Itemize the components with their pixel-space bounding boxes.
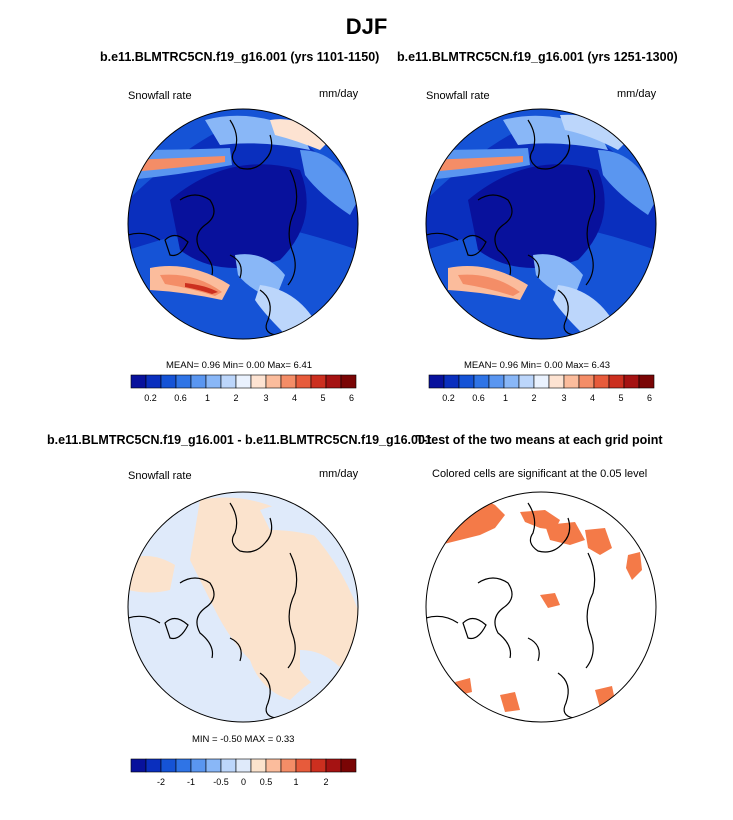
top-left-colorbar-tick-label: 3 [263, 393, 269, 403]
bottom-colorbar-tick-label: 1 [293, 777, 299, 787]
p2-left-label: Snowfall rate [426, 90, 490, 102]
p1-right-label: mm/day [319, 88, 359, 100]
map-border-1 [127, 108, 359, 340]
map-border-2 [425, 108, 657, 340]
p2-stats: MEAN= 0.96 Min= 0.00 Max= 6.43 [464, 360, 611, 371]
colorbar-swatch [145, 758, 162, 773]
colorbar-swatch [130, 758, 147, 773]
bottom-right-title: T-test of the two means at each grid poi… [416, 433, 663, 447]
colorbar-swatch [220, 374, 237, 389]
colorbar-swatch [533, 374, 550, 389]
colorbar-swatch [235, 374, 252, 389]
top-right-colorbar-tick-label: 5 [618, 393, 624, 403]
p4-left-label: Colored cells are significant at the 0.0… [432, 468, 648, 480]
colorbar-swatch [265, 374, 282, 389]
bottom-colorbar-tick-label: -0.5 [213, 777, 229, 787]
map-border-4 [425, 491, 657, 723]
colorbar-swatch [638, 374, 655, 389]
colorbar-swatch [473, 374, 490, 389]
p3-stats: MIN = -0.50 MAX = 0.33 [192, 734, 295, 745]
top-left-title: b.e11.BLMTRC5CN.f19_g16.001 (yrs 1101-11… [100, 50, 380, 64]
colorbar-swatch [295, 374, 312, 389]
bottom-colorbar-tick-label: 2 [323, 777, 329, 787]
colorbar-swatch [325, 758, 342, 773]
colorbar-swatch [265, 758, 282, 773]
top-right-title: b.e11.BLMTRC5CN.f19_g16.001 (yrs 1251-13… [397, 50, 678, 64]
colorbar-swatch [280, 374, 297, 389]
colorbar-swatch [578, 374, 595, 389]
top-left-colorbar-tick-label: 1 [204, 393, 211, 403]
bottom-colorbar-tick-label: -1 [186, 777, 196, 787]
top-left-colorbar-tick-label: 0.2 [144, 393, 157, 403]
top-left-colorbar-tick-label: 0.6 [174, 393, 187, 403]
colorbar-swatch [340, 374, 357, 389]
top-right-colorbar-tick-label: 0.2 [442, 393, 455, 403]
colorbar-swatch [518, 374, 535, 389]
p3-left-label: Snowfall rate [128, 470, 192, 482]
coastlines [128, 119, 596, 719]
top-right-colorbar-tick-label: 0.6 [472, 393, 485, 403]
bottom-colorbar-tick-label: -2 [156, 777, 166, 787]
map-panel-4 [426, 492, 656, 722]
colorbar-swatch [130, 374, 147, 389]
top-right-colorbar-tick-label: 6 [646, 393, 653, 403]
colorbar-swatch [175, 758, 192, 773]
p1-left-label: Snowfall rate [128, 90, 192, 102]
colorbar-swatch [325, 374, 342, 389]
colorbar-swatch [623, 374, 640, 389]
colorbar-swatch [160, 374, 177, 389]
top-left-colorbar-tick-label: 2 [233, 393, 239, 403]
colorbar-swatch [235, 758, 252, 773]
p2-right-label: mm/day [617, 88, 657, 100]
colorbar-swatch [458, 374, 475, 389]
colorbar-swatch [608, 374, 625, 389]
colorbar-swatch [488, 374, 505, 389]
colorbar-swatch [428, 374, 445, 389]
colorbar-swatch [503, 374, 520, 389]
colorbar-bottom [130, 758, 357, 773]
figure-title: DJF [345, 14, 388, 39]
top-left-colorbar-tick-label: 6 [348, 393, 355, 403]
colorbar-swatch [548, 374, 565, 389]
colorbar-swatch [220, 758, 237, 773]
colorbar-swatch [280, 758, 297, 773]
colorbar-swatch [340, 758, 357, 773]
colorbar-swatch [563, 374, 580, 389]
top-right-colorbar-tick-label: 1 [502, 393, 509, 403]
colorbar-top-right [428, 374, 655, 389]
colorbar-swatch [250, 758, 267, 773]
bottom-colorbar-tick-label: 0.5 [259, 777, 273, 787]
colorbar-swatch [310, 374, 327, 389]
map-panel-1 [128, 109, 358, 339]
colorbar-swatch [205, 758, 222, 773]
bottom-colorbar-tick-label: 0 [240, 777, 247, 787]
colorbar-swatch [175, 374, 192, 389]
top-left-colorbar-tick-label: 4 [291, 393, 298, 403]
colorbar-swatch [593, 374, 610, 389]
colorbar-top-left [130, 374, 357, 389]
bottom-left-title: b.e11.BLMTRC5CN.f19_g16.001 - b.e11.BLMT… [47, 433, 432, 447]
p1-stats: MEAN= 0.96 Min= 0.00 Max= 6.41 [166, 360, 313, 371]
colorbar-swatch [190, 374, 207, 389]
colorbar-swatch [310, 758, 327, 773]
top-right-colorbar-tick-label: 3 [561, 393, 567, 403]
top-left-colorbar-tick-label: 5 [320, 393, 326, 403]
colorbar-swatch [295, 758, 312, 773]
map-panel-2 [426, 109, 656, 339]
p3-right-label: mm/day [319, 468, 359, 480]
colorbar-swatch [443, 374, 460, 389]
map-panel-3 [128, 492, 358, 722]
map-border-3 [127, 491, 359, 723]
colorbar-swatch [160, 758, 177, 773]
colorbar-swatch [205, 374, 222, 389]
top-right-colorbar-tick-label: 4 [589, 393, 596, 403]
colorbar-swatch [145, 374, 162, 389]
colorbar-swatch [190, 758, 207, 773]
top-right-colorbar-tick-label: 2 [531, 393, 537, 403]
colorbar-swatch [250, 374, 267, 389]
